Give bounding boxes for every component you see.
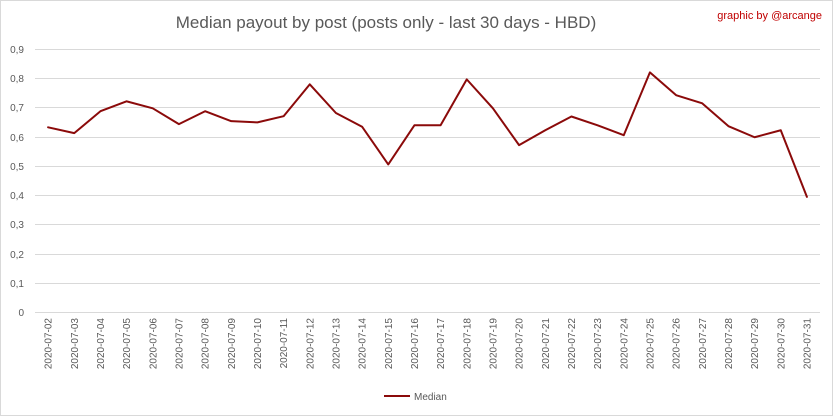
x-tick-label: 2020-07-08 — [201, 318, 212, 370]
y-tick-label: 0,2 — [10, 250, 24, 261]
y-tick-label: 0,8 — [10, 74, 24, 85]
x-tick-label: 2020-07-24 — [619, 318, 630, 370]
y-tick-label: 0,4 — [10, 191, 24, 202]
x-tick-label: 2020-07-18 — [462, 318, 473, 370]
legend-label-median: Median — [414, 392, 447, 403]
x-tick-label: 2020-07-06 — [148, 318, 159, 370]
x-tick-label: 2020-07-21 — [541, 318, 552, 370]
x-tick-label: 2020-07-27 — [698, 318, 709, 370]
y-tick-label: 0,5 — [10, 162, 24, 173]
x-axis-tick-labels: 2020-07-02 2020-07-03 2020-07-04 2020-07-05… — [44, 318, 814, 370]
x-tick-label: 2020-07-28 — [724, 318, 735, 370]
x-tick-label: 2020-07-26 — [672, 318, 683, 370]
y-tick-label: 0,1 — [10, 279, 24, 290]
x-tick-label: 2020-07-31 — [802, 318, 813, 370]
y-tick-label: 0,6 — [10, 133, 24, 144]
series-line-median — [47, 71, 808, 198]
x-tick-label: 2020-07-22 — [567, 318, 578, 370]
x-tick-label: 2020-07-03 — [70, 318, 81, 370]
x-tick-label: 2020-07-16 — [410, 318, 421, 370]
x-tick-label: 2020-07-11 — [279, 318, 290, 369]
x-tick-label: 2020-07-30 — [776, 318, 787, 370]
x-tick-label: 2020-07-23 — [593, 318, 604, 370]
x-tick-label: 2020-07-25 — [645, 318, 656, 370]
x-tick-label: 2020-07-04 — [96, 318, 107, 370]
x-tick-label: 2020-07-05 — [122, 318, 133, 370]
y-tick-label: 0,9 — [10, 45, 24, 56]
x-tick-label: 2020-07-20 — [515, 318, 526, 370]
gridlines — [35, 49, 820, 313]
chart-title: Median payout by post (posts only - last… — [176, 13, 596, 32]
x-tick-label: 2020-07-13 — [331, 318, 342, 370]
x-tick-label: 2020-07-09 — [227, 318, 238, 370]
y-tick-label: 0 — [18, 308, 24, 319]
series-layer — [47, 71, 808, 198]
legend: Median — [384, 392, 447, 403]
x-tick-label: 2020-07-14 — [358, 318, 369, 370]
x-tick-label: 2020-07-19 — [488, 318, 499, 370]
y-axis-tick-labels: 0 0,1 0,2 0,3 0,4 0,5 0,6 0,7 0,8 0,9 — [10, 45, 24, 319]
credit-text: graphic by @arcange — [717, 10, 822, 22]
x-tick-label: 2020-07-07 — [174, 318, 185, 370]
x-tick-label: 2020-07-15 — [384, 318, 395, 370]
y-tick-label: 0,7 — [10, 103, 24, 114]
x-tick-label: 2020-07-17 — [436, 318, 447, 370]
x-tick-label: 2020-07-10 — [253, 318, 264, 370]
x-tick-label: 2020-07-02 — [44, 318, 55, 370]
y-tick-label: 0,3 — [10, 220, 24, 231]
x-tick-label: 2020-07-12 — [305, 318, 316, 370]
x-tick-label: 2020-07-29 — [750, 318, 761, 370]
